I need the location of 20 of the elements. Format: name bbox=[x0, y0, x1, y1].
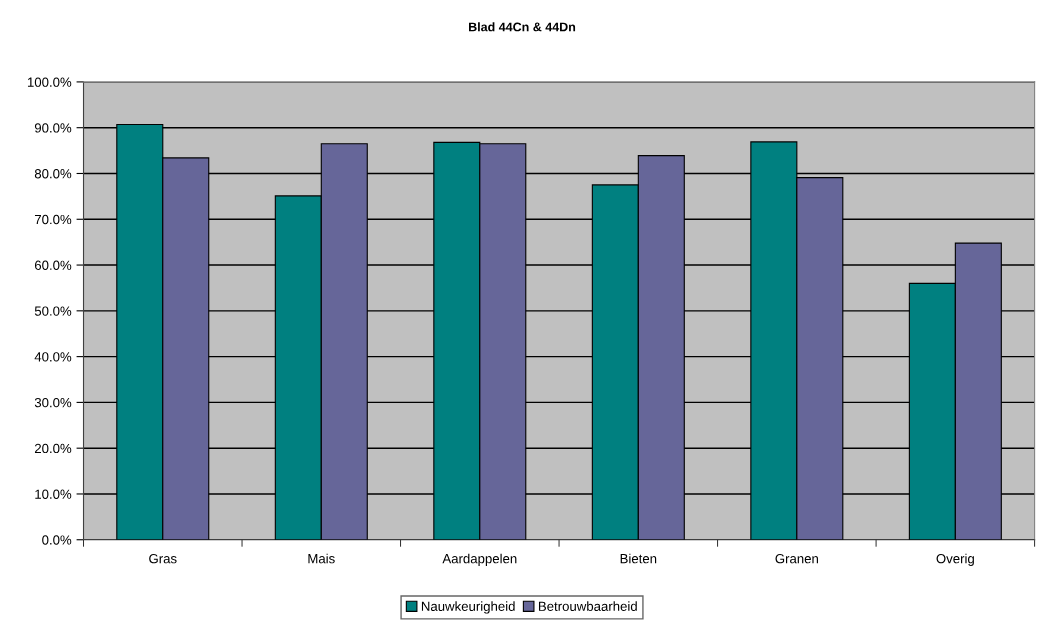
legend-label: Betrouwbaarheid bbox=[538, 601, 637, 611]
legend-label: Nauwkeurigheid bbox=[421, 601, 515, 614]
chart-title: Blad 44Cn & 44Dn bbox=[469, 22, 576, 32]
x-tick-label: Gras bbox=[149, 553, 177, 564]
y-tick-label: 100.0% bbox=[27, 77, 72, 87]
x-tick-label: Bieten bbox=[620, 553, 657, 564]
y-tick-label: 0.0% bbox=[42, 535, 72, 545]
x-tick-label: Granen bbox=[775, 553, 818, 564]
y-tick-label: 30.0% bbox=[34, 397, 72, 408]
x-tick-label: Overig bbox=[936, 553, 974, 566]
y-tick-label: 50.0% bbox=[34, 306, 72, 316]
y-tick-label: 70.0% bbox=[34, 214, 72, 225]
y-tick-label: 60.0% bbox=[34, 260, 72, 270]
y-tick-label: 20.0% bbox=[34, 443, 72, 454]
y-tick-label: 40.0% bbox=[34, 352, 72, 362]
y-tick-label: 90.0% bbox=[34, 123, 72, 133]
y-tick-label: 10.0% bbox=[35, 489, 72, 499]
y-tick-label: 80.0% bbox=[34, 169, 72, 179]
x-tick-label: Mais bbox=[308, 553, 335, 564]
x-tick-label: Aardappelen bbox=[442, 553, 517, 566]
